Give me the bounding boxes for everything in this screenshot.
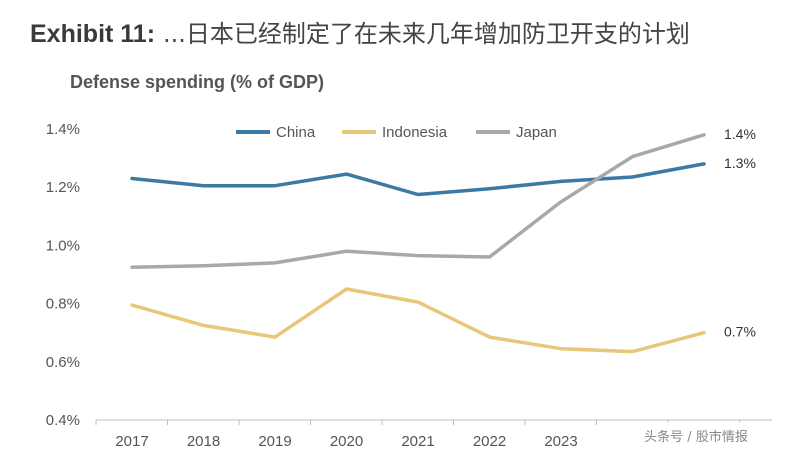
end-label-china: 1.3% (724, 155, 756, 171)
series-line-japan (130, 133, 706, 269)
end-label-japan: 1.4% (724, 126, 756, 142)
legend-label-indonesia: Indonesia (382, 124, 448, 141)
chart-title: Defense spending (% of GDP) (70, 72, 325, 92)
exhibit-label: Exhibit 11: (30, 20, 156, 48)
end-label-indonesia: 0.7% (724, 324, 756, 340)
legend-label-japan: Japan (516, 124, 557, 141)
x-tick-label: 2018 (187, 433, 220, 450)
y-tick-label: 1.0% (46, 237, 80, 254)
x-tick-label: 2019 (258, 433, 291, 450)
series-line-china (130, 162, 706, 197)
legend-label-china: China (276, 124, 316, 141)
y-tick-label: 0.8% (46, 296, 80, 313)
x-tick-label: 2021 (401, 433, 434, 450)
exhibit-text: ...日本已经制定了在未来几年增加防卫开支的计划 (163, 20, 690, 48)
watermark: 头条号 / 股市情报 (608, 422, 784, 448)
series-line-indonesia (130, 287, 706, 354)
y-tick-label: 0.4% (46, 412, 80, 429)
exhibit-title: Exhibit 11: ...日本已经制定了在未来几年增加防卫开支的计划 (30, 14, 690, 49)
x-tick-label: 2023 (544, 433, 577, 450)
y-tick-label: 1.2% (46, 179, 80, 196)
y-tick-label: 1.4% (46, 121, 80, 138)
x-tick-label: 2017 (115, 433, 148, 450)
y-tick-label: 0.6% (46, 354, 80, 371)
x-tick-label: 2020 (330, 433, 363, 450)
x-tick-label: 2022 (473, 433, 506, 450)
